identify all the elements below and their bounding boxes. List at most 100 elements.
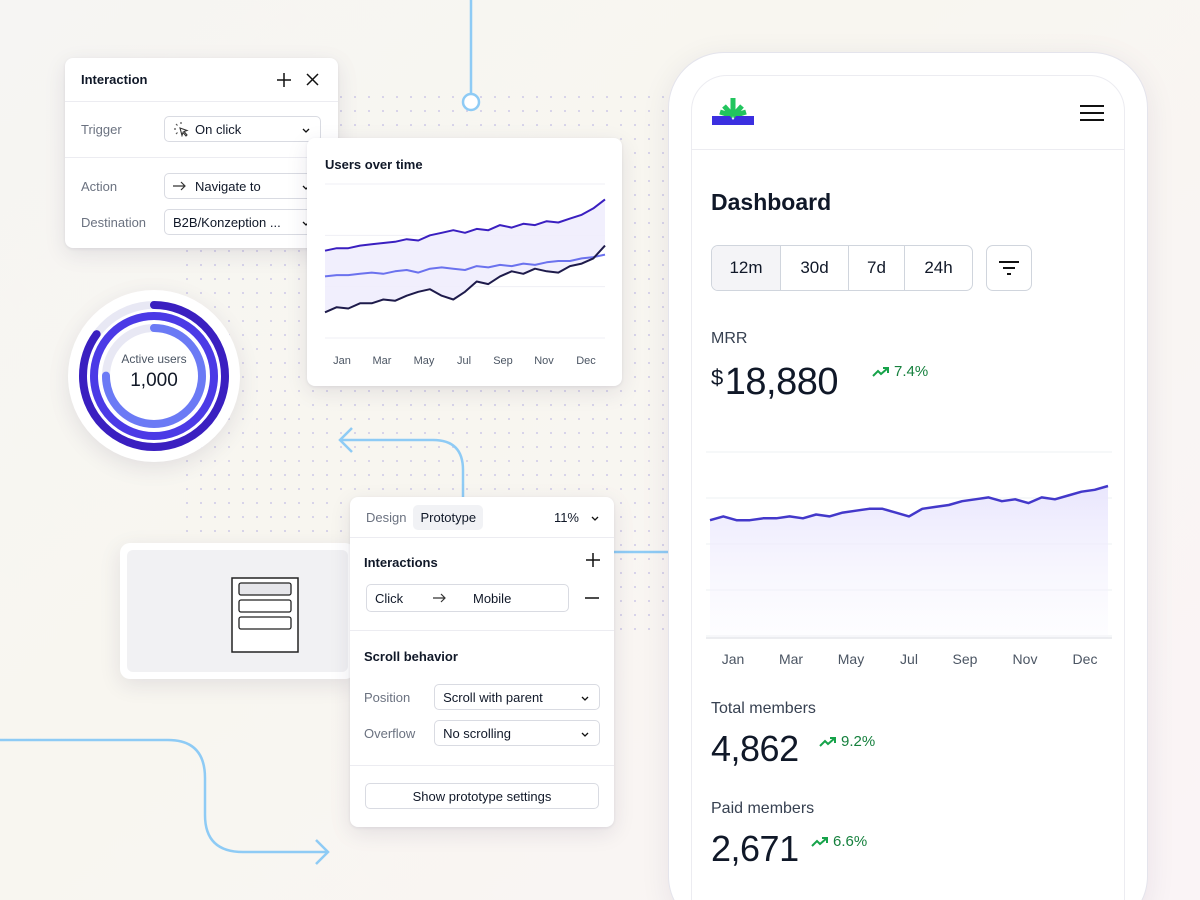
overflow-row: Overflow No scrolling: [350, 715, 614, 751]
mrr-x-axis: Jan Mar May Jul Sep Nov Dec: [692, 651, 1124, 671]
trend-up-icon: [819, 737, 836, 747]
x-tick-label: Dec: [576, 355, 596, 367]
range-12m[interactable]: 12m: [712, 246, 781, 290]
mrr-label: MRR: [711, 330, 748, 347]
arrow-right-icon: [173, 181, 187, 191]
paid-members-delta: 6.6%: [811, 833, 867, 850]
ring-progress-1: [90, 312, 218, 440]
destination-label: Destination: [81, 214, 147, 230]
mrr-value: $18,880: [711, 361, 838, 404]
overflow-value: No scrolling: [443, 725, 511, 741]
app-topbar: [692, 76, 1124, 150]
chevron-down-icon: [581, 726, 591, 741]
users-over-time-card: Jan Mar May Jul Sep Nov Dec Users over time: [307, 138, 622, 386]
action-value: Navigate to: [195, 178, 261, 194]
interaction-row: Click Mobile: [350, 584, 614, 612]
show-prototype-settings-button[interactable]: Show prototype settings: [365, 783, 599, 809]
active-users-donut: Active users 1,000: [68, 290, 240, 462]
destination-value: B2B/Konzeption ...: [173, 214, 281, 230]
mrr-chart: [706, 451, 1112, 639]
users-over-time-chart: Jan Mar May Jul Sep Nov Dec: [324, 183, 606, 367]
tab-design[interactable]: Design: [366, 509, 407, 525]
donut-label: Active users: [121, 352, 187, 366]
plus-icon[interactable]: [274, 70, 294, 90]
scroll-section-header: Scroll behavior: [350, 631, 614, 679]
mrr-line: [709, 484, 1109, 522]
x-tick-label: Jan: [721, 651, 745, 667]
x-tick-label: May: [837, 651, 865, 667]
arrow-right-icon: [433, 593, 447, 603]
logo: [712, 97, 754, 125]
layout-frame-icon: [231, 577, 299, 653]
remove-interaction-icon[interactable]: [585, 597, 599, 599]
currency-symbol: $: [711, 365, 723, 390]
total-members-delta-value: 9.2%: [841, 733, 876, 750]
trigger-value: On click: [195, 121, 242, 137]
series-line-0: [324, 198, 606, 252]
trend-up-icon: [811, 837, 828, 847]
total-members-delta: 9.2%: [819, 733, 875, 750]
frame-preview: [127, 550, 348, 672]
interaction-panel-title: Interaction: [81, 72, 148, 87]
x-tick-label: Nov: [534, 355, 554, 367]
close-icon[interactable]: [302, 70, 322, 90]
chevron-down-icon: [302, 122, 312, 137]
frame-thumbnail[interactable]: [120, 543, 355, 679]
cursor-click-icon: [173, 121, 189, 137]
x-tick-label: Nov: [1012, 651, 1038, 667]
range-30d[interactable]: 30d: [781, 246, 849, 290]
filter-button[interactable]: [986, 245, 1032, 291]
interaction-target: Mobile: [473, 590, 512, 606]
tab-prototype[interactable]: Prototype: [413, 504, 484, 530]
filter-icon: [999, 261, 1019, 275]
position-select[interactable]: Scroll with parent: [434, 684, 600, 710]
interactions-section-header: Interactions: [350, 540, 614, 584]
chevron-down-icon: [581, 690, 591, 705]
interaction-trigger: Click: [375, 590, 404, 606]
trend-up-icon: [872, 367, 889, 377]
mrr-area: [710, 486, 1108, 638]
mrr-delta: 7.4%: [872, 363, 928, 380]
chevron-down-icon: [591, 510, 599, 525]
overflow-label: Overflow: [364, 725, 416, 741]
total-members-label: Total members: [711, 700, 816, 717]
x-tick-label: Jan: [333, 355, 351, 367]
users-chart-title: Users over time: [325, 157, 423, 172]
range-24h[interactable]: 24h: [924, 258, 953, 277]
panel-tabs: Design Prototype 11%: [350, 497, 614, 538]
trigger-label: Trigger: [81, 121, 122, 137]
action-row: Action Navigate to: [65, 172, 338, 200]
add-interaction-icon[interactable]: [586, 552, 600, 572]
destination-select[interactable]: B2B/Konzeption ...: [164, 209, 321, 235]
range-7d[interactable]: 7d: [849, 246, 905, 290]
x-tick-label: Jul: [457, 355, 471, 367]
interaction-panel-header: Interaction: [65, 58, 338, 102]
paid-members-value: 2,671: [711, 828, 799, 869]
interaction-item[interactable]: Click Mobile: [366, 584, 569, 612]
hamburger-menu-icon[interactable]: [1080, 104, 1104, 122]
time-range-selector: 12m 30d 7d 24h: [711, 245, 973, 291]
donut-rings: [79, 301, 229, 451]
zoom-select[interactable]: 11%: [554, 510, 605, 525]
x-tick-label: Dec: [1072, 651, 1098, 667]
x-tick-label: Mar: [778, 651, 804, 667]
position-value: Scroll with parent: [443, 689, 543, 705]
prototype-panel: Design Prototype 11% Interactions Click …: [350, 497, 614, 827]
series-line-1: [324, 253, 606, 278]
page-title: Dashboard: [711, 189, 832, 215]
action-select[interactable]: Navigate to: [164, 173, 321, 199]
ring-progress-0: [79, 301, 229, 451]
phone-mockup: Dashboard 12m 30d 7d 24h MRR $18,880 7.4…: [668, 52, 1148, 900]
series-band: [325, 199, 605, 313]
overflow-select[interactable]: No scrolling: [434, 720, 600, 746]
series-line-2: [324, 244, 606, 314]
x-tick-label: May: [414, 355, 435, 367]
interactions-title: Interactions: [364, 554, 438, 570]
trigger-select[interactable]: On click: [164, 116, 321, 142]
mrr-amount: 18,880: [724, 361, 839, 403]
x-tick-label: Jul: [900, 651, 918, 667]
action-label: Action: [81, 178, 118, 194]
position-label: Position: [364, 689, 411, 705]
interaction-panel: Interaction Trigger On click Action Navi…: [65, 58, 338, 248]
